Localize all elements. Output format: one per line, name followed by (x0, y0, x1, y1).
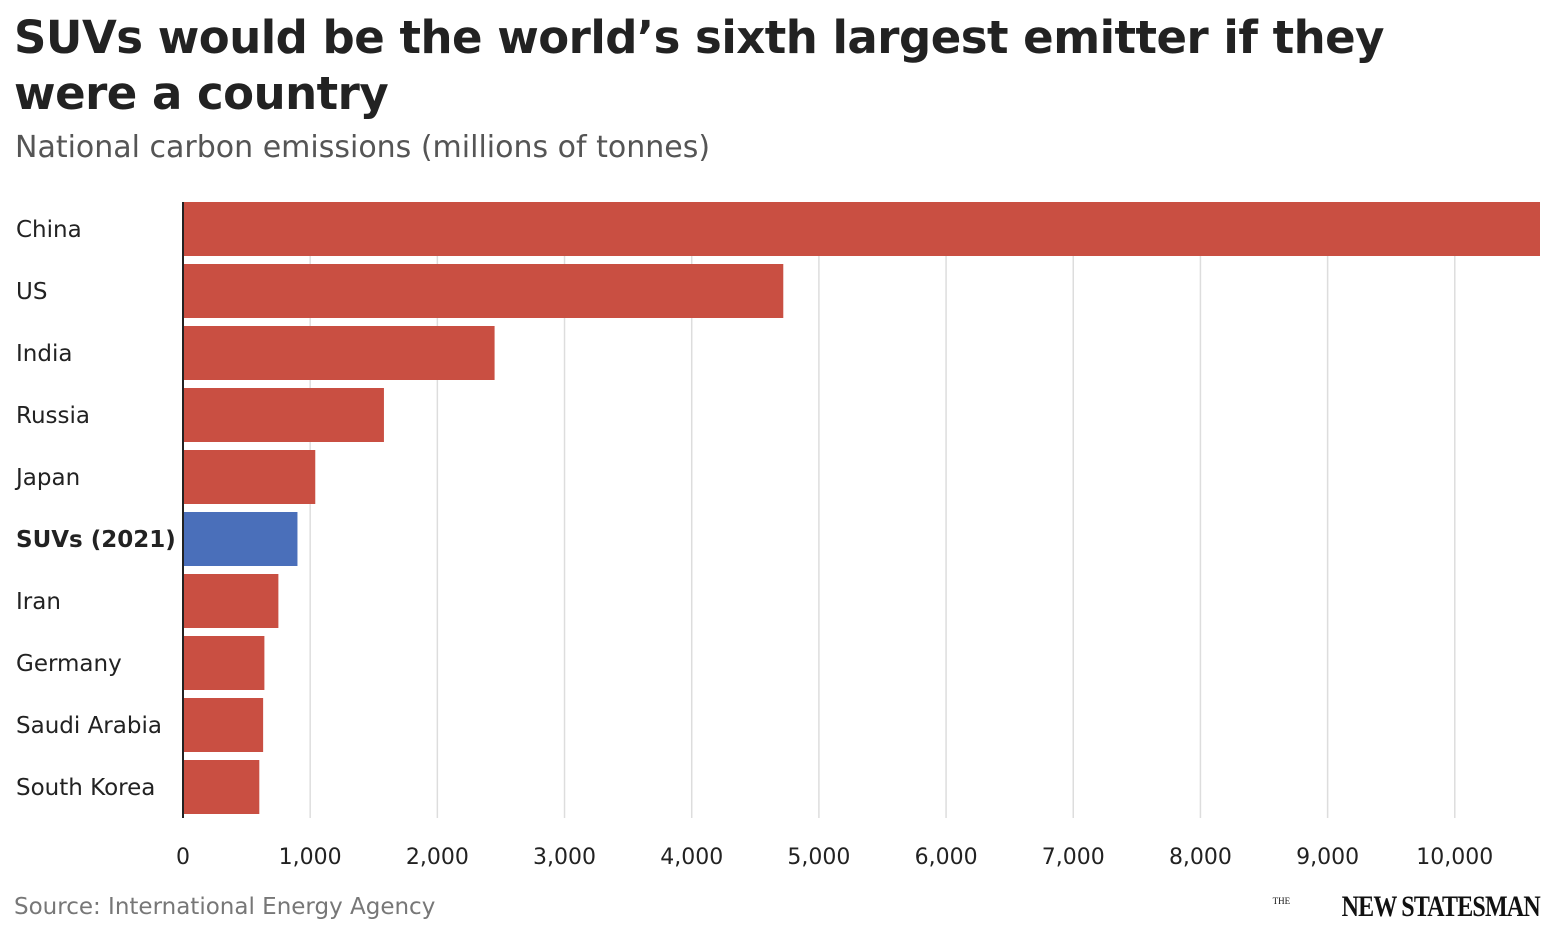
category-label: Russia (16, 403, 90, 429)
bar (183, 698, 264, 752)
category-label: Japan (14, 465, 80, 491)
category-label: India (16, 341, 72, 367)
category-label: US (16, 279, 47, 305)
x-tick-label: 5,000 (787, 845, 850, 870)
bar (183, 574, 279, 628)
x-tick-label: 10,000 (1416, 845, 1493, 870)
bar (183, 636, 265, 690)
x-tick-label: 2,000 (406, 845, 469, 870)
x-tick-label: 4,000 (660, 845, 723, 870)
category-label: Saudi Arabia (16, 713, 162, 739)
category-label: Germany (16, 651, 122, 677)
source-note: Source: International Energy Agency (14, 894, 436, 920)
bar (183, 760, 260, 814)
x-tick-label: 8,000 (1169, 845, 1232, 870)
chart-subtitle: National carbon emissions (millions of t… (15, 130, 711, 165)
x-tick-label: 1,000 (279, 845, 342, 870)
category-label: South Korea (16, 775, 155, 801)
bar (183, 388, 384, 442)
category-label: SUVs (2021) (16, 527, 176, 553)
x-tick-label: 6,000 (915, 845, 978, 870)
bar (183, 202, 1540, 256)
bar (183, 450, 316, 504)
bar (183, 326, 495, 380)
chart-title: SUVs would be the world’s sixth largest … (14, 11, 1384, 120)
category-label: Iran (16, 589, 61, 615)
x-tick-label: 3,000 (533, 845, 596, 870)
logo-name: NEW STATESMAN (1341, 890, 1541, 923)
category-label: China (16, 217, 82, 243)
logo-the: THE (1272, 896, 1291, 906)
x-tick-label: 9,000 (1296, 845, 1359, 870)
x-tick-label: 0 (176, 845, 190, 870)
publisher-logo: THE NEW STATESMAN (1272, 890, 1541, 924)
bar (183, 264, 784, 318)
bar (183, 512, 298, 566)
bar-chart: China US India Russia Japan SUVs (2021) Iran Ge… (14, 202, 1540, 870)
x-tick-label: 7,000 (1042, 845, 1105, 870)
